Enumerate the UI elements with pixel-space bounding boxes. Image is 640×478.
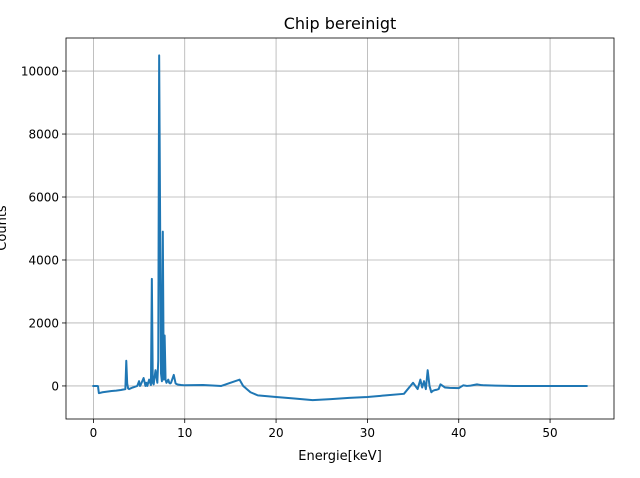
y-tick-label: 10000 — [21, 65, 59, 79]
series-line — [92, 54, 588, 402]
x-tick-label: 40 — [451, 426, 466, 440]
y-axis-label: Counts — [0, 205, 10, 251]
x-tick-label: 0 — [90, 426, 98, 440]
x-tick-label: 10 — [177, 426, 192, 440]
y-tick-label: 2000 — [28, 316, 59, 330]
plot-frame — [65, 37, 615, 420]
x-tick-label: 50 — [542, 426, 557, 440]
x-tick-label: 30 — [360, 426, 375, 440]
grid — [66, 38, 614, 419]
axes: 0 10 20 30 40 50 0 2000 4000 6000 8000 10000 — [21, 65, 558, 440]
data-layer — [92, 54, 588, 402]
plot-background — [66, 38, 614, 419]
chart-title: Chip bereinigt — [284, 14, 397, 33]
x-axis-label: Energie[keV] — [298, 449, 382, 464]
y-tick-label: 0 — [51, 379, 59, 393]
y-tick-label: 6000 — [28, 191, 59, 205]
y-tick-label: 8000 — [28, 128, 59, 142]
x-tick-label: 20 — [268, 426, 283, 440]
y-tick-label: 4000 — [28, 253, 59, 267]
